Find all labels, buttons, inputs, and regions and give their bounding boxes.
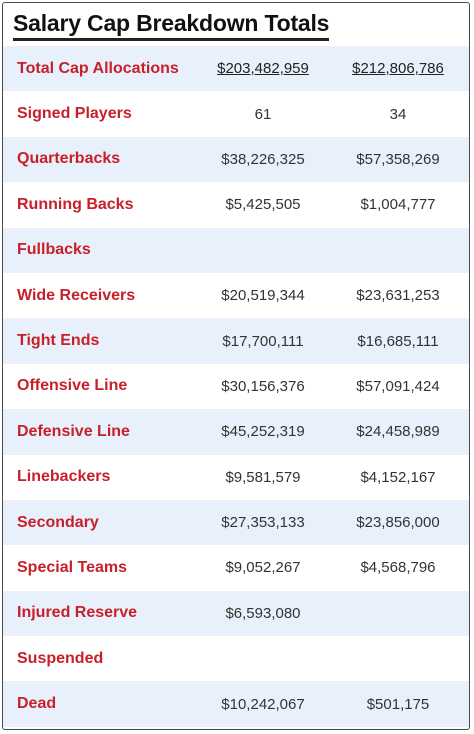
cell-col2: $4,152,167	[360, 468, 436, 486]
cell-col2	[327, 227, 469, 273]
cell-col2: $501,175	[327, 681, 469, 727]
cell-col2: $57,091,424	[356, 377, 440, 395]
cell-col2: $1,004,777	[360, 196, 436, 214]
total-col2-link[interactable]: $212,806,786	[352, 60, 444, 78]
salary-cap-panel: Salary Cap Breakdown Totals Total Cap Al…	[2, 2, 470, 730]
cell-col2: $212,806,786	[327, 46, 469, 92]
cell-col2: $23,631,253	[356, 287, 440, 305]
table-row: Signed Players 61 34	[3, 91, 469, 136]
row-label: Special Teams	[17, 558, 127, 576]
row-label: Dead	[3, 681, 199, 727]
table-row: Total Cap Allocations $203,482,959 $212,80…	[3, 46, 469, 92]
salary-cap-table: Total Cap Allocations $203,482,959 $212,80…	[3, 46, 469, 727]
row-label: Running Backs	[17, 195, 134, 213]
row-label: Offensive Line	[17, 377, 128, 395]
row-label: Secondary	[3, 499, 199, 546]
row-label: Tight Ends	[3, 318, 199, 364]
cell-col1: 61	[254, 105, 272, 123]
table-row: Offensive Line $30,156,376 $57,091,424	[3, 364, 469, 409]
row-label: Total Cap Allocations	[3, 46, 199, 92]
table-row: Defensive Line $45,252,319 $24,458,989	[3, 409, 469, 455]
cell-col2: $57,358,269	[327, 136, 469, 183]
cell-col1: $9,581,579	[225, 468, 301, 486]
row-label: Injured Reserve	[3, 590, 199, 637]
cell-col1: $5,425,505	[225, 196, 301, 214]
row-label: Quarterbacks	[3, 136, 199, 183]
table-row: Suspended	[3, 636, 469, 681]
row-label: Signed Players	[17, 105, 132, 123]
cell-col1: $9,052,267	[225, 559, 301, 577]
table-row: Linebackers $9,581,579 $4,152,167	[3, 455, 469, 500]
row-label: Fullbacks	[3, 227, 199, 273]
table-row: Dead $10,242,067 $501,175	[3, 681, 469, 727]
row-label: Wide Receivers	[17, 286, 136, 304]
cell-col1: $6,593,080	[199, 590, 327, 637]
table-row: Injured Reserve $6,593,080	[3, 590, 469, 637]
cell-col1	[199, 227, 327, 273]
cell-col1: $30,156,376	[221, 377, 305, 395]
row-label: Suspended	[17, 649, 104, 667]
row-label: Defensive Line	[3, 409, 199, 455]
cell-col2: $4,568,796	[360, 559, 436, 577]
table-row: Secondary $27,353,133 $23,856,000	[3, 499, 469, 546]
cell-col2	[327, 636, 469, 681]
cell-col1: $10,242,067	[199, 681, 327, 727]
table-row: Running Backs $5,425,505 $1,004,777	[3, 182, 469, 227]
table-row: Special Teams $9,052,267 $4,568,796	[3, 545, 469, 590]
table-row: Wide Receivers $20,519,344 $23,631,253	[3, 273, 469, 318]
cell-col1: $20,519,344	[221, 287, 305, 305]
table-row: Tight Ends $17,700,111 $16,685,111	[3, 318, 469, 364]
cell-col2	[327, 590, 469, 637]
cell-col1: $45,252,319	[199, 409, 327, 455]
cell-col2: $16,685,111	[327, 318, 469, 364]
table-body: Total Cap Allocations $203,482,959 $212,80…	[3, 46, 469, 727]
total-col1-link[interactable]: $203,482,959	[217, 60, 309, 78]
cell-col1: $17,700,111	[199, 318, 327, 364]
page-title: Salary Cap Breakdown Totals	[13, 9, 329, 41]
table-row: Quarterbacks $38,226,325 $57,358,269	[3, 136, 469, 183]
cell-col2: 34	[389, 105, 407, 123]
row-label: Linebackers	[17, 468, 111, 486]
table-row: Fullbacks	[3, 227, 469, 273]
cell-col2: $24,458,989	[327, 409, 469, 455]
cell-col1: $38,226,325	[199, 136, 327, 183]
cell-col1: $203,482,959	[199, 46, 327, 92]
cell-col2: $23,856,000	[327, 499, 469, 546]
cell-col1	[199, 636, 327, 681]
title-bar: Salary Cap Breakdown Totals	[3, 3, 469, 46]
cell-col1: $27,353,133	[199, 499, 327, 546]
